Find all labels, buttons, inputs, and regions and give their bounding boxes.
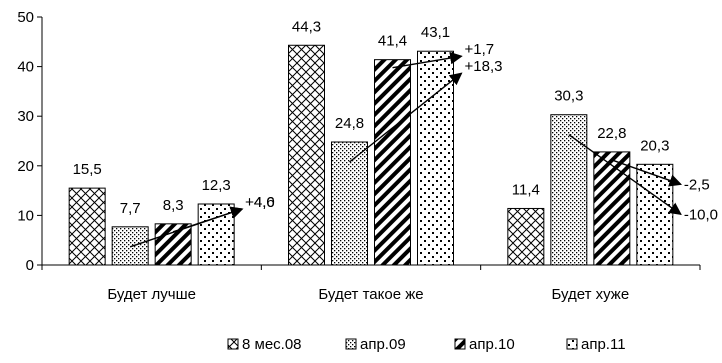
bar (593, 151, 631, 266)
change-arrow (392, 51, 463, 69)
legend-label: 8 мес.08 (242, 336, 302, 353)
legend-label: апр.11 (581, 336, 626, 353)
bar-value-label: 22,8 (597, 125, 626, 142)
bar-value-label: 43,1 (421, 24, 450, 41)
legend: 8 мес.08 апр.09 апр.10 апр.11 (227, 336, 626, 353)
bar (636, 163, 674, 266)
bar-value-label: 11,4 (512, 181, 540, 198)
bar (374, 59, 411, 266)
y-tick-label: 40 (17, 59, 34, 76)
bar (550, 114, 588, 266)
bars-layer (68, 44, 674, 266)
change-label: -2,5 (684, 176, 710, 193)
bar (288, 44, 325, 266)
bar-value-label: 44,3 (292, 18, 321, 35)
bar-value-label: 24,8 (335, 115, 364, 132)
change-arrow (349, 72, 463, 163)
bar (507, 207, 545, 266)
change-arrow (568, 134, 682, 216)
change-arrow (129, 206, 244, 248)
bar (111, 226, 149, 266)
change-arrow (611, 159, 683, 187)
y-axis-ticks: 0 10 20 30 40 50 (17, 9, 42, 274)
bar (417, 50, 454, 266)
bar-value-label: 41,4 (378, 33, 407, 50)
y-tick-label: 50 (17, 9, 34, 26)
value-labels-layer: 15,5 44,3 11,4 7,7 24,8 30,3 8,3 41,4 22,8 12,3 43… (73, 18, 670, 217)
x-tick-label: Будет лучше (107, 286, 196, 303)
y-tick-label: 20 (17, 158, 34, 175)
bar-value-label: 30,3 (554, 88, 583, 105)
x-tick-label: Будет хуже (551, 286, 629, 303)
legend-label: апр.09 (360, 336, 406, 353)
bar-value-label: 20,3 (640, 137, 669, 154)
bar-value-label: 7,7 (120, 200, 141, 217)
y-tick-label: 30 (17, 108, 34, 125)
change-label: +4,0 (245, 194, 275, 211)
x-tick-label: Будет такое же (318, 286, 423, 303)
legend-swatch (345, 338, 357, 350)
change-label: +18,3 (465, 58, 503, 75)
y-tick-label: 10 (17, 207, 34, 224)
bar (331, 141, 368, 266)
change-label: +4,6 (245, 194, 275, 211)
change-arrows-layer: +4,0+4,6 +1,7+18,3 -2,5 -10,0 (129, 41, 718, 248)
change-label: -10,0 (684, 206, 718, 223)
legend-swatch (227, 338, 239, 350)
bar (154, 223, 192, 266)
bar-value-label: 8,3 (163, 197, 184, 214)
x-axis-ticks: Будет лучше Будет такое же Будет хуже (41, 265, 701, 303)
bar (68, 187, 106, 266)
y-tick-label: 0 (26, 257, 34, 274)
legend-swatch (566, 338, 578, 350)
change-label: +1,7 (465, 41, 495, 58)
bar-value-label: 12,3 (202, 177, 231, 194)
legend-label: апр.10 (469, 336, 515, 353)
legend-swatch (454, 338, 466, 350)
bar-value-label: 15,5 (73, 161, 102, 178)
